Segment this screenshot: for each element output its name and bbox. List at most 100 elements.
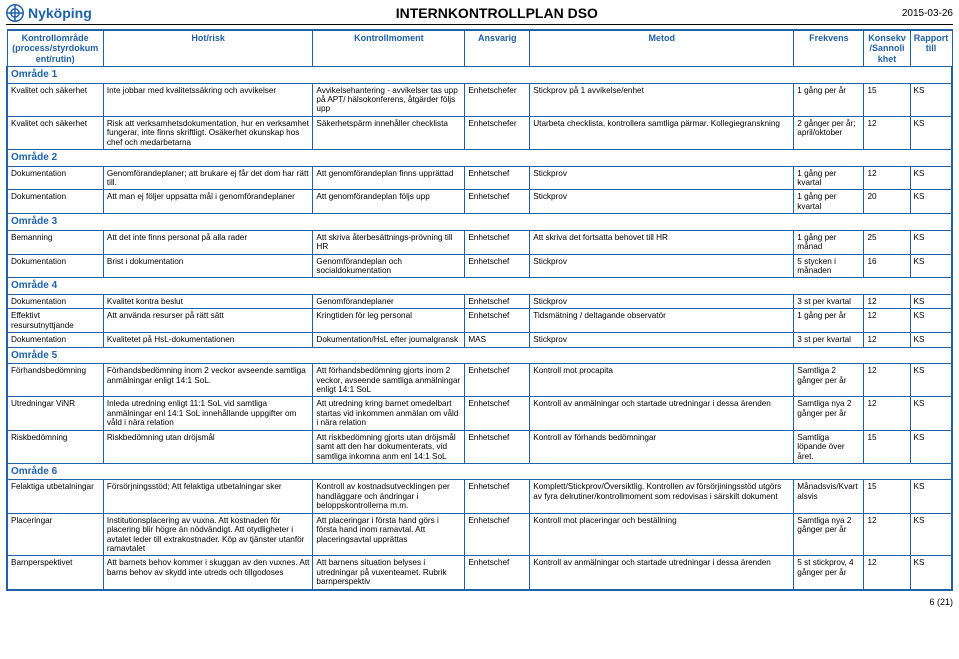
table-row: Felaktiga utbetalningarFörsörjningsstöd;… xyxy=(7,480,952,513)
table-cell: Enhetschef xyxy=(465,364,530,397)
table-cell: Enhetschef xyxy=(465,294,530,308)
table-cell: Dokumentation xyxy=(7,166,103,190)
table-cell: Stickprov xyxy=(530,190,794,214)
table-cell: Felaktiga utbetalningar xyxy=(7,480,103,513)
table-cell: Genomförandeplan och socialdokumentation xyxy=(313,254,465,278)
table-cell: 1 gång per månad xyxy=(794,230,864,254)
table-cell: Stickprov xyxy=(530,254,794,278)
table-cell: Utarbeta checklista, kontrollera samtlig… xyxy=(530,116,794,149)
table-cell: Att barnens situation belyses i utrednin… xyxy=(313,556,465,590)
table-cell: Tidsmätning / deltagande observatör xyxy=(530,309,794,333)
table-cell: Samtliga löpande över året. xyxy=(794,430,864,463)
table-cell: 1 gång per kvartal xyxy=(794,166,864,190)
table-cell: 2 gånger per år; april/oktober xyxy=(794,116,864,149)
table-cell: Dokumentation/HsL efter journalgransk xyxy=(313,333,465,347)
table-cell: Kvalitet och säkerhet xyxy=(7,116,103,149)
table-cell: Risk att verksamhetsdokumentation, hur e… xyxy=(103,116,313,149)
table-cell: KS xyxy=(910,309,952,333)
table-cell: Institutionsplacering av vuxna. Att kost… xyxy=(103,513,313,556)
table-cell: 3 st per kvartal xyxy=(794,294,864,308)
table-cell: Stickprov på 1 avvikelse/enhet xyxy=(530,83,794,116)
table-cell: KS xyxy=(910,364,952,397)
table-row: FörhandsbedömningFörhandsbedömning inom … xyxy=(7,364,952,397)
table-cell: 5 stycken i månaden xyxy=(794,254,864,278)
table-cell: Enhetschef xyxy=(465,166,530,190)
table-cell: Genomförandeplaner xyxy=(313,294,465,308)
table-cell: 15 xyxy=(864,83,910,116)
area-heading-row: Område 3 xyxy=(7,214,952,231)
page-footer: 6 (21) xyxy=(6,597,953,607)
table-cell: KS xyxy=(910,333,952,347)
logo-icon xyxy=(6,4,24,22)
table-cell: Enhetschefer xyxy=(465,83,530,116)
col-header: Metod xyxy=(530,30,794,67)
area-heading: Område 4 xyxy=(7,278,952,295)
page-header: Nyköping INTERNKONTROLLPLAN DSO 2015-03-… xyxy=(6,4,953,25)
table-row: DokumentationAtt man ej följer uppsatta … xyxy=(7,190,952,214)
table-cell: Kvalitet kontra beslut xyxy=(103,294,313,308)
table-cell: Enhetschefer xyxy=(465,116,530,149)
area-heading-row: Område 6 xyxy=(7,463,952,480)
table-cell: Samtliga nya 2 gånger per år xyxy=(794,513,864,556)
table-cell: Kontroll mot placeringar och beställning xyxy=(530,513,794,556)
table-cell: Riskbedömning utan dröjsmål xyxy=(103,430,313,463)
table-cell: KS xyxy=(910,480,952,513)
col-header: Kontrollområde (process/styrdokument/rut… xyxy=(7,30,103,67)
table-cell: Enhetschef xyxy=(465,397,530,430)
area-heading: Område 5 xyxy=(7,347,952,364)
table-cell: Kringtiden för leg personal xyxy=(313,309,465,333)
area-heading: Område 1 xyxy=(7,67,952,84)
table-row: Effektivt resursutnyttjandeAtt använda r… xyxy=(7,309,952,333)
table-header-row: Kontrollområde (process/styrdokument/rut… xyxy=(7,30,952,67)
table-cell: 1 gång per år xyxy=(794,83,864,116)
table-cell: KS xyxy=(910,190,952,214)
table-cell: 12 xyxy=(864,513,910,556)
table-cell: 12 xyxy=(864,309,910,333)
col-header: Rapport till xyxy=(910,30,952,67)
table-cell: Att placeringar i första hand görs i för… xyxy=(313,513,465,556)
area-heading-row: Område 5 xyxy=(7,347,952,364)
table-cell: Kontroll mot procapita xyxy=(530,364,794,397)
table-cell: Inte jobbar med kvalitetssäkring och avv… xyxy=(103,83,313,116)
table-row: BemanningAtt det inte finns personal på … xyxy=(7,230,952,254)
table-cell: Dokumentation xyxy=(7,254,103,278)
table-cell: Att man ej följer uppsatta mål i genomfö… xyxy=(103,190,313,214)
table-cell: Enhetschef xyxy=(465,190,530,214)
table-cell: Att använda resurser på rätt sätt xyxy=(103,309,313,333)
table-cell: Avvikelsehantering - avvikelser tas upp … xyxy=(313,83,465,116)
table-row: DokumentationKvalitetet på HsL-dokumenta… xyxy=(7,333,952,347)
table-cell: Dokumentation xyxy=(7,333,103,347)
col-header: Ansvarig xyxy=(465,30,530,67)
table-cell: Enhetschef xyxy=(465,309,530,333)
table-cell: KS xyxy=(910,230,952,254)
logo-text: Nyköping xyxy=(28,5,92,21)
table-cell: 1 gång per år xyxy=(794,309,864,333)
table-cell: 15 xyxy=(864,480,910,513)
table-cell: Att skriva återbesättnings-prövning till… xyxy=(313,230,465,254)
table-cell: 12 xyxy=(864,556,910,590)
table-cell: KS xyxy=(910,116,952,149)
table-cell: Att förhandsbedömning gjorts inom 2 veck… xyxy=(313,364,465,397)
table-cell: Samtliga 2 gånger per år xyxy=(794,364,864,397)
table-cell: Enhetschef xyxy=(465,556,530,590)
table-cell: KS xyxy=(910,254,952,278)
table-cell: Utredningar ViNR xyxy=(7,397,103,430)
area-heading-row: Område 2 xyxy=(7,150,952,167)
table-cell: KS xyxy=(910,294,952,308)
table-cell: Brist i dokumentation xyxy=(103,254,313,278)
table-cell: Att utredning kring barnet omedelbart st… xyxy=(313,397,465,430)
table-cell: KS xyxy=(910,556,952,590)
table-row: Kvalitet och säkerhetInte jobbar med kva… xyxy=(7,83,952,116)
table-cell: MAS xyxy=(465,333,530,347)
table-cell: KS xyxy=(910,430,952,463)
table-row: DokumentationKvalitet kontra beslutGenom… xyxy=(7,294,952,308)
col-header: Frekvens xyxy=(794,30,864,67)
table-cell: Säkerhetspärm innehåller checklista xyxy=(313,116,465,149)
area-heading-row: Område 4 xyxy=(7,278,952,295)
table-cell: 16 xyxy=(864,254,910,278)
col-header: Hot/risk xyxy=(103,30,313,67)
table-row: PlaceringarInstitutionsplacering av vuxn… xyxy=(7,513,952,556)
table-cell: 12 xyxy=(864,166,910,190)
table-cell: Dokumentation xyxy=(7,190,103,214)
table-row: DokumentationGenomförandeplaner; att bru… xyxy=(7,166,952,190)
